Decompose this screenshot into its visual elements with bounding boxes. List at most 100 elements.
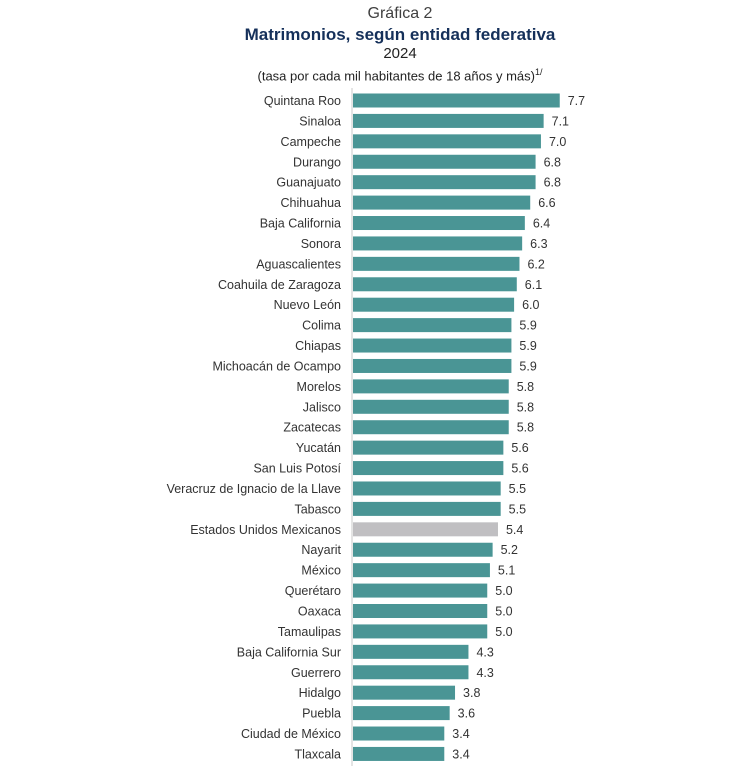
bar [353,420,509,435]
bar [353,542,493,557]
value-label: 4.3 [476,645,493,659]
category-label: Oaxaca [298,605,341,619]
category-label: Sonora [301,237,341,251]
category-label: Quintana Roo [264,94,341,108]
category-label: Yucatán [296,441,341,455]
bar [353,665,469,680]
category-label: Tamaulipas [278,625,341,639]
value-label: 7.7 [568,94,585,108]
value-label: 5.8 [517,400,534,414]
category-label: Tlaxcala [294,747,341,761]
value-label: 3.6 [458,707,475,721]
bar [353,338,512,353]
bar [353,461,504,476]
bar [353,746,445,761]
bar [353,685,456,700]
value-label: 5.9 [519,359,536,373]
chart-kicker: Gráfica 2 [367,5,433,22]
value-label: 5.1 [498,564,515,578]
bar [353,501,501,516]
category-label: Michoacán de Ocampo [212,359,341,373]
bar [353,256,520,271]
value-label: 6.4 [533,217,550,231]
category-label: Zacatecas [283,421,341,435]
bar [353,195,531,210]
category-label: Baja California Sur [237,645,341,659]
category-label: Guanajuato [276,176,341,190]
bar [353,644,469,659]
value-label: 5.6 [511,441,528,455]
category-label: Morelos [297,380,341,394]
bar [353,236,523,251]
bar [353,175,536,190]
footnote-mark: 1/ [534,67,543,77]
value-label: 5.5 [509,502,526,516]
category-label: Baja California [260,217,341,231]
category-label: Tabasco [294,502,341,516]
value-label: 5.0 [495,605,512,619]
bar [353,277,517,292]
category-label: Nuevo León [274,298,341,312]
category-label: San Luis Potosí [253,462,341,476]
category-label: Nayarit [301,543,341,557]
category-label: Durango [293,155,341,169]
value-label: 5.9 [519,339,536,353]
category-label: Querétaro [285,584,341,598]
bar [353,134,541,149]
category-label: Campeche [281,135,341,149]
category-label: Chihuahua [281,196,342,210]
value-label: 6.2 [527,257,544,271]
category-label: Estados Unidos Mexicanos [190,523,341,537]
chart-year: 2024 [383,45,417,62]
chart-title: Matrimonios, según entidad federativa [244,25,556,44]
value-label: 5.2 [501,543,518,557]
category-label: Coahuila de Zaragoza [218,278,341,292]
chart-subtitle-text: (tasa por cada mil habitantes de 18 años… [257,68,535,84]
value-label: 6.8 [544,155,561,169]
category-label: Aguascalientes [256,257,341,271]
category-label: Veracruz de Ignacio de la Llave [167,482,341,496]
category-label: Hidalgo [299,686,341,700]
value-label: 5.9 [519,319,536,333]
value-label: 6.3 [530,237,547,251]
bar [353,216,525,231]
value-label: 5.8 [517,421,534,435]
value-label: 5.0 [495,584,512,598]
bar [353,297,515,312]
bar [353,318,512,333]
value-label: 5.0 [495,625,512,639]
category-label: Sinaloa [299,114,341,128]
bar [353,726,445,741]
bar [353,399,509,414]
value-label: 5.5 [509,482,526,496]
category-label: Jalisco [303,400,341,414]
value-label: 6.8 [544,176,561,190]
value-label: 6.0 [522,298,539,312]
bar-national [353,522,498,537]
bar [353,113,544,128]
value-label: 7.1 [552,114,569,128]
bar [353,358,512,373]
category-label: México [301,564,341,578]
value-label: 3.8 [463,686,480,700]
value-label: 5.6 [511,462,528,476]
bar [353,154,536,169]
value-label: 3.4 [452,747,469,761]
bar [353,563,490,578]
value-label: 6.1 [525,278,542,292]
category-label: Colima [302,319,341,333]
bar [353,583,488,598]
bar [353,481,501,496]
value-label: 3.4 [452,727,469,741]
value-label: 7.0 [549,135,566,149]
bar [353,706,450,721]
category-label: Guerrero [291,666,341,680]
bar [353,604,488,618]
category-label: Chiapas [295,339,341,353]
bar [353,624,488,639]
bar [353,379,509,394]
value-label: 5.8 [517,380,534,394]
chart-header: Gráfica 2 Matrimonios, según entidad fed… [0,4,750,85]
category-label: Puebla [302,707,341,721]
value-label: 5.4 [506,523,523,537]
